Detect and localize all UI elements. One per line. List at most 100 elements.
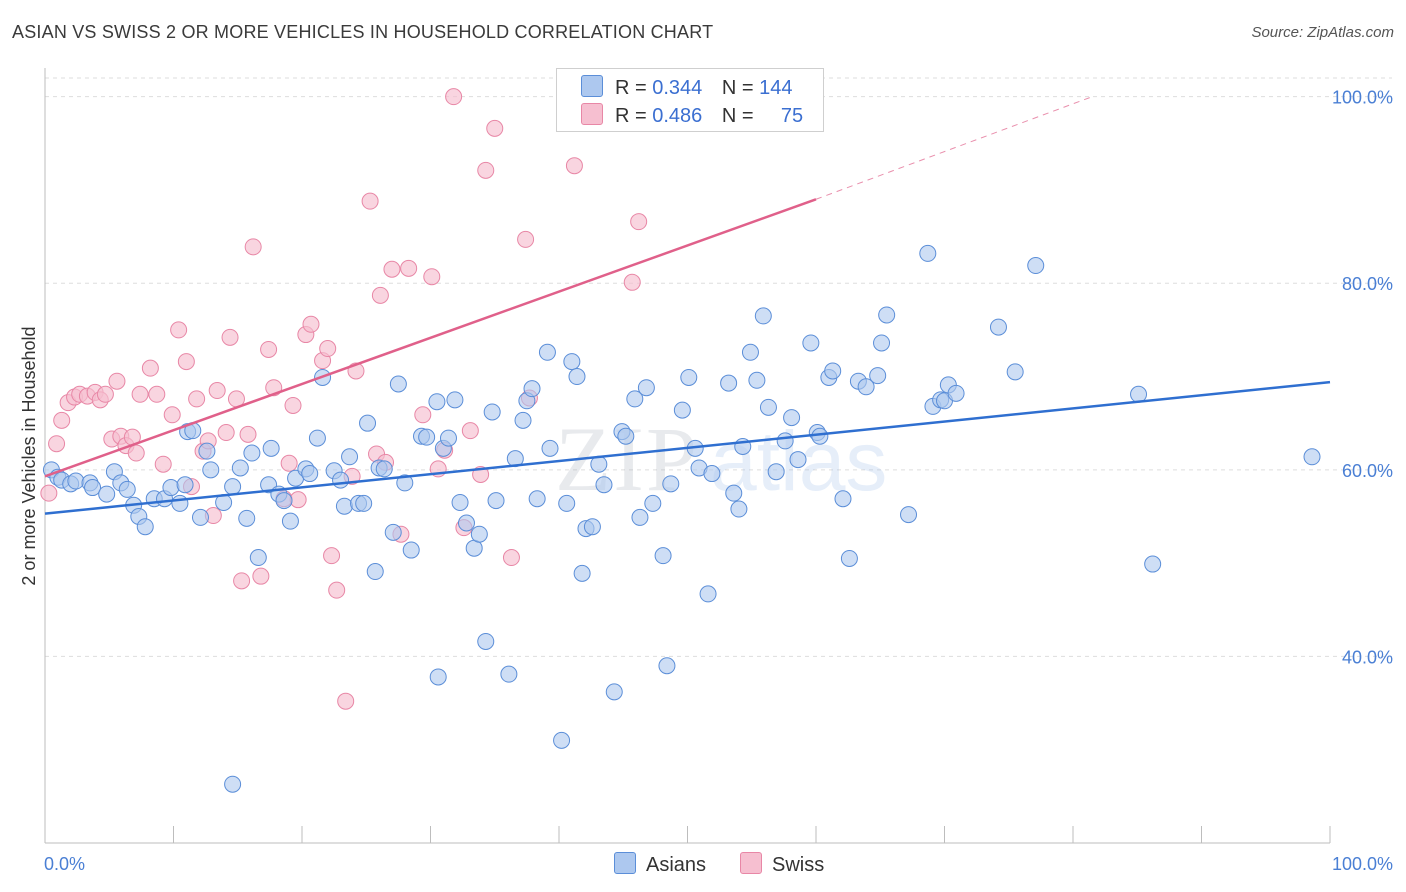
legend-item-asians[interactable]: Asians — [614, 852, 706, 877]
asian-point — [900, 506, 918, 524]
swiss-point — [252, 567, 270, 585]
swiss-point — [383, 260, 401, 278]
swiss-point — [284, 396, 302, 414]
asian-point — [446, 391, 464, 409]
asian-point — [947, 384, 965, 402]
asian-point — [514, 411, 532, 429]
swiss-point — [565, 157, 583, 175]
asian-point — [703, 465, 721, 483]
y-tick-label: 60.0% — [1342, 461, 1393, 481]
swiss-point — [96, 385, 114, 403]
asian-point — [136, 518, 154, 536]
asian-point — [1144, 555, 1162, 573]
asian-point — [439, 429, 457, 447]
asian-point — [834, 490, 852, 508]
asian-point — [1006, 363, 1024, 381]
asian-point — [783, 409, 801, 427]
asian-point — [176, 476, 194, 494]
legend-row-swiss: R = 0.486 N = 75 — [581, 103, 803, 127]
asian-point — [857, 378, 875, 396]
swiss-point — [502, 549, 520, 567]
swiss-point — [361, 192, 379, 210]
asian-point — [243, 444, 261, 462]
asian-point — [741, 343, 759, 361]
asian-point — [281, 512, 299, 530]
asian-point — [789, 451, 807, 469]
asian-point — [662, 475, 680, 493]
asian-point — [824, 362, 842, 380]
asian-point — [776, 432, 794, 450]
y-tick-label: 40.0% — [1342, 647, 1393, 667]
x-tick-label: 100.0% — [1332, 854, 1393, 874]
swiss-point — [217, 424, 235, 442]
asian-point — [301, 465, 319, 483]
asian-point — [989, 318, 1007, 336]
swiss-point — [239, 425, 257, 443]
swiss-point — [623, 273, 641, 291]
asians-r-value: 0.344 — [652, 77, 703, 99]
swiss-point — [188, 390, 206, 408]
swiss-r-label: R = — [615, 105, 647, 127]
asian-point — [396, 474, 414, 492]
asian-point — [754, 307, 772, 325]
asian-point — [275, 492, 293, 510]
swiss-point — [517, 230, 535, 248]
asian-point — [224, 478, 242, 496]
swiss-point — [280, 454, 298, 472]
asian-point — [262, 439, 280, 457]
asian-point — [730, 500, 748, 518]
asians-n-label: N = — [721, 77, 754, 99]
asians-legend-label: Asians — [646, 854, 707, 876]
asian-point — [171, 494, 189, 512]
asian-point — [1130, 385, 1148, 403]
asian-point — [402, 541, 420, 559]
swiss-swatch — [581, 103, 603, 125]
swiss-legend-swatch — [740, 852, 762, 874]
swiss-point — [244, 238, 262, 256]
asian-point — [568, 368, 586, 386]
asian-point — [355, 494, 373, 512]
asian-point — [558, 494, 576, 512]
legend-item-swiss[interactable]: Swiss — [740, 852, 824, 877]
swiss-n-value: 75 — [780, 105, 804, 127]
asian-point — [637, 379, 655, 397]
swiss-point — [323, 547, 341, 565]
asian-point — [654, 547, 672, 565]
swiss-point — [170, 321, 188, 339]
asian-point — [487, 492, 505, 510]
source-label: Source: ZipAtlas.com — [1251, 24, 1394, 41]
asian-point — [626, 390, 644, 408]
asian-point — [617, 427, 635, 445]
swiss-point — [53, 411, 71, 429]
y-tick-label: 100.0% — [1332, 88, 1393, 108]
asian-point — [869, 367, 887, 385]
swiss-point — [141, 359, 159, 377]
asian-point — [873, 334, 891, 352]
asian-point — [680, 368, 698, 386]
asian-point — [563, 353, 581, 371]
asian-point — [699, 585, 717, 603]
x-tick-label: 0.0% — [44, 854, 85, 874]
swiss-point — [302, 315, 320, 333]
asian-point — [673, 401, 691, 419]
swiss-point — [371, 286, 389, 304]
asian-point — [500, 665, 518, 683]
swiss-point — [154, 455, 172, 473]
swiss-point — [319, 340, 337, 358]
asian-point — [118, 480, 136, 498]
asian-point — [162, 479, 180, 497]
swiss-r-value: 0.486 — [652, 105, 703, 127]
asian-point — [477, 632, 495, 650]
swiss-point — [477, 161, 495, 179]
asian-point — [84, 479, 102, 497]
asian-point — [428, 393, 446, 411]
asian-point — [202, 461, 220, 479]
asian-point — [341, 448, 359, 466]
asian-point — [224, 775, 242, 793]
swiss-point — [131, 385, 149, 403]
asian-point — [720, 374, 738, 392]
chart-title: ASIAN VS SWISS 2 OR MORE VEHICLES IN HOU… — [12, 22, 714, 42]
trend-lines — [44, 96, 1331, 515]
asian-point — [335, 497, 353, 515]
